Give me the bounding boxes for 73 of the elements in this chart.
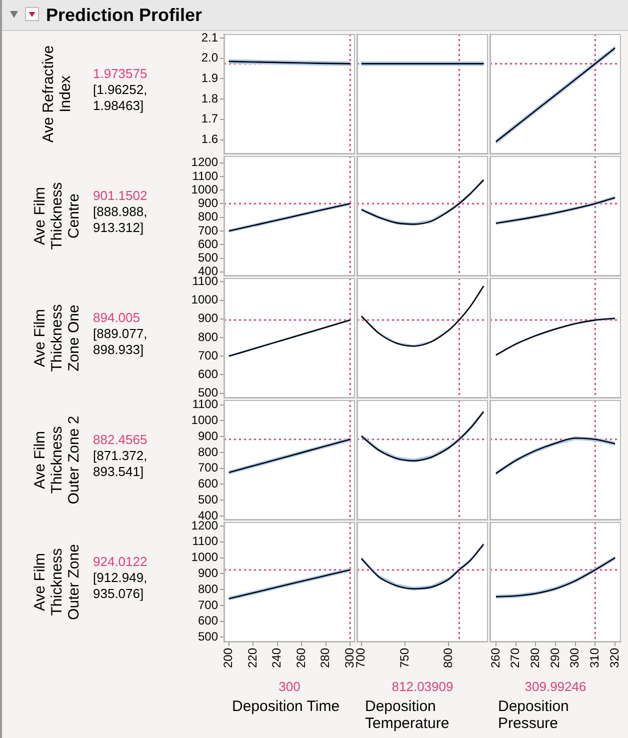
ref-line-label: 901.1502	[93, 188, 148, 204]
y-tick-label: 900	[198, 428, 218, 443]
chart-title: Prediction Profiler	[46, 5, 202, 26]
y-tick-label: 1100	[192, 397, 218, 412]
x-tick-label: 300	[342, 648, 356, 668]
x-tick-label: 320	[607, 648, 622, 668]
x-tick-label: 700	[354, 648, 368, 668]
ref-line-label: 812.03909	[390, 679, 454, 694]
y-axis-title: Ave Film Thickness Centre	[32, 181, 82, 252]
y-tick-label: 600	[198, 367, 218, 382]
y-tick-label: 700	[198, 460, 218, 475]
y-tick-label: 1000	[191, 182, 218, 196]
y-axis-title: Ave Refractive Index	[40, 44, 74, 145]
text: [912.949, 935.076]	[93, 570, 148, 602]
x-tick-label: 200	[221, 648, 236, 668]
y-tick-label: 800	[198, 444, 218, 459]
text: [1.96252, 1.98463]	[93, 82, 148, 114]
y-tick-label: 1000	[191, 292, 218, 307]
x-tick-label: 260	[294, 648, 308, 668]
y-tick-label: 1100	[192, 168, 218, 183]
x-tick-label: 240	[270, 648, 284, 668]
y-tick-label: 1000	[191, 550, 218, 564]
y-axis-title: Ave Film Thickness Outer Zone	[32, 543, 82, 622]
y-tick-label: 1.8	[201, 91, 218, 106]
x-tick-label: 280	[318, 648, 332, 668]
x-tick-label: 750	[397, 648, 412, 668]
y-tick-label: 1.6	[201, 132, 218, 146]
y-tick-label: 1100	[192, 534, 218, 548]
x-tick-label: 220	[245, 648, 260, 668]
y-tick-label: 900	[198, 566, 218, 580]
x-tick-label: 290	[548, 648, 562, 668]
y-tick-label: 1200	[191, 155, 218, 170]
ref-line-label: 924.0122	[93, 554, 148, 570]
x-tick-label: 270	[508, 648, 522, 668]
y-tick-label: 800	[198, 582, 218, 596]
y-tick-label: 1.9	[201, 71, 218, 86]
x-tick-label: 310	[588, 648, 602, 668]
y-tick-label: 900	[198, 311, 218, 326]
y-tick-label: 500	[198, 630, 218, 644]
y-tick-label: 800	[198, 210, 218, 224]
y-tick-label: 800	[198, 330, 218, 344]
ref-line-label: 309.99246	[524, 679, 588, 694]
y-tick-label: 700	[198, 598, 218, 612]
ref-line-label: 300	[278, 679, 302, 694]
text: [889.077, 898.933]	[93, 326, 148, 358]
y-axis-title: Ave Film Thickness Outer Zone 2	[32, 414, 82, 506]
y-tick-label: 600	[198, 614, 218, 628]
y-tick-label: 1.7	[201, 112, 218, 126]
y-tick-label: 700	[198, 223, 218, 238]
y-tick-label: 500	[198, 386, 218, 400]
y-tick-label: 700	[198, 348, 218, 362]
y-tick-label: 600	[198, 236, 218, 251]
y-tick-label: 2.0	[201, 50, 218, 65]
y-axis-title: Ave Film Thickness Zone One	[32, 303, 82, 374]
y-tick-label: 1000	[191, 412, 218, 427]
y-tick-label: 500	[198, 250, 218, 265]
y-tick-label: 600	[198, 476, 218, 491]
ref-line-label: 1.973575	[93, 66, 148, 82]
x-tick-label: 800	[441, 648, 456, 668]
text: [888.988, 913.312]	[93, 204, 148, 236]
x-tick-label: 280	[528, 648, 542, 668]
y-tick-label: 500	[198, 492, 218, 506]
ref-line-label: 894.005	[93, 310, 141, 326]
x-tick-label: 300	[568, 648, 582, 668]
ref-line-label: 882.4565	[93, 432, 148, 448]
x-axis-title: Deposition Pressure	[498, 698, 570, 732]
text: [871.372, 893.541]	[93, 448, 148, 480]
y-tick-label: 1100	[192, 274, 218, 288]
y-tick-label: 2.1	[201, 30, 218, 44]
x-axis-title: Deposition Time	[232, 698, 341, 715]
x-axis-title: Deposition Temperature	[365, 698, 450, 732]
x-tick-label: 260	[488, 648, 502, 668]
y-tick-label: 900	[198, 196, 218, 210]
